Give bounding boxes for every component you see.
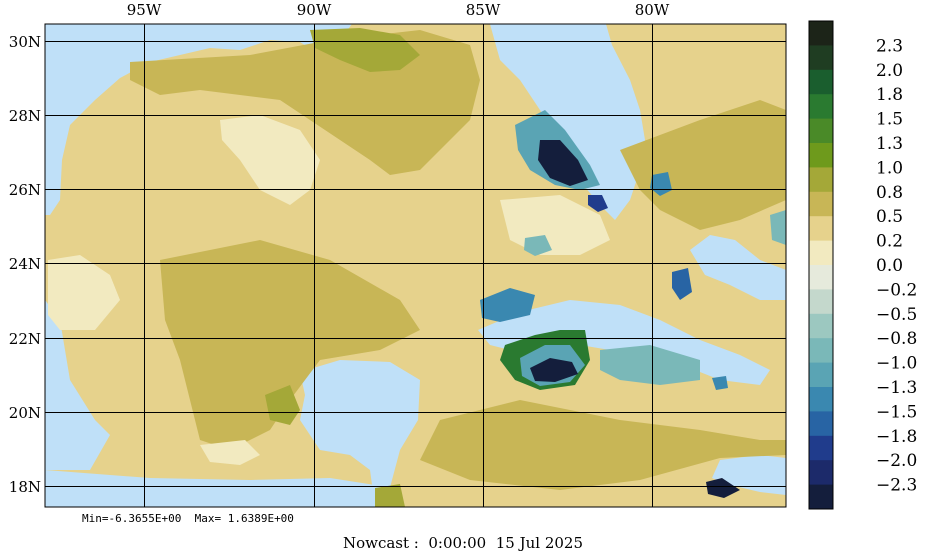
colorbar-swatch bbox=[809, 313, 833, 339]
land-yucatan bbox=[300, 360, 420, 507]
lon-label-95w: 95W bbox=[127, 1, 162, 19]
lat-label-24n: 24N bbox=[9, 255, 41, 273]
lon-label-85w: 85W bbox=[466, 1, 501, 19]
lat-label-22n: 22N bbox=[9, 330, 41, 348]
anomaly-gulf-east bbox=[524, 235, 552, 256]
field-patch-higher-2 bbox=[265, 385, 300, 425]
lat-label-20n: 20N bbox=[9, 404, 41, 422]
field-patch-low-2 bbox=[48, 255, 120, 330]
colorbar-label: −0.2 bbox=[876, 280, 917, 300]
colorbar-swatch bbox=[809, 216, 833, 242]
colorbar-swatch bbox=[809, 191, 833, 217]
lat-label-18n: 18N bbox=[9, 478, 41, 496]
lat-label-26n: 26N bbox=[9, 181, 41, 199]
lon-label-90w: 90W bbox=[297, 1, 332, 19]
colorbar-swatch bbox=[809, 118, 833, 144]
colorbar-swatch bbox=[809, 387, 833, 412]
colorbar-swatch bbox=[809, 45, 833, 71]
colorbar-swatch bbox=[809, 362, 833, 388]
anomaly-bahamas bbox=[672, 268, 692, 300]
min-max-stats: Min=-6.3655E+00 Max= 1.6389E+00 bbox=[82, 512, 294, 525]
colorbar-swatch bbox=[809, 484, 833, 510]
field-patch-high-4 bbox=[420, 400, 786, 490]
field-patch-high-3 bbox=[620, 100, 786, 230]
anomaly-florida-west-core bbox=[538, 140, 588, 186]
colorbar-label: −1.0 bbox=[876, 354, 917, 374]
colorbar-label: 0.5 bbox=[876, 207, 903, 227]
colorbar-swatch bbox=[809, 289, 833, 315]
colorbar-swatch bbox=[809, 411, 833, 437]
colorbar-label: −2.0 bbox=[876, 451, 917, 471]
colorbar-swatch bbox=[809, 338, 833, 364]
field-patch-low bbox=[220, 115, 320, 205]
map-frame bbox=[44, 23, 787, 508]
anomaly-jamaica bbox=[712, 376, 728, 390]
colorbar-swatch bbox=[809, 21, 833, 46]
min-value: Min=-6.3655E+00 bbox=[82, 512, 182, 525]
land-mexico-west bbox=[45, 300, 110, 470]
field-patch-higher bbox=[310, 28, 420, 72]
anomaly-florida-keys bbox=[588, 195, 608, 212]
lon-label-80w: 80W bbox=[635, 1, 670, 19]
land-florida bbox=[490, 24, 645, 220]
colorbar-label: −2.3 bbox=[876, 476, 917, 496]
colorbar-label: 1.8 bbox=[876, 85, 903, 105]
latitude-axis: 30N 28N 26N 24N 22N 20N 18N bbox=[9, 33, 41, 496]
lat-label-30n: 30N bbox=[9, 33, 41, 51]
colorbar-label: 1.0 bbox=[876, 158, 903, 178]
colorbar-swatch bbox=[809, 69, 833, 95]
colorbar-label: 0.2 bbox=[876, 232, 903, 252]
colorbar-swatch bbox=[809, 167, 833, 193]
field-patch-low-4 bbox=[200, 440, 260, 465]
lat-label-28n: 28N bbox=[9, 107, 41, 125]
nowcast-caption: Nowcast : 0:00:00 15 Jul 2025 bbox=[342, 534, 584, 552]
anomaly-west-cuba bbox=[480, 288, 535, 322]
max-value: Max= 1.6389E+00 bbox=[194, 512, 294, 525]
anomaly-cayman-east bbox=[600, 345, 700, 385]
land-central-america bbox=[45, 470, 375, 507]
land-bahamas bbox=[690, 235, 786, 300]
colorbar-label: −1.3 bbox=[876, 378, 917, 398]
map-plot-area bbox=[45, 24, 786, 507]
colorbar: 2.3 2.0 1.8 1.5 1.3 1.0 0.8 0.5 0.2 0.0 −0.2 −0.5 −0… bbox=[808, 20, 917, 510]
colorbar-swatch bbox=[809, 143, 833, 168]
colorbar-label: 2.3 bbox=[876, 36, 903, 56]
colorbar-swatch bbox=[809, 435, 833, 461]
colorbar-swatch bbox=[809, 265, 833, 290]
colorbar-label: 2.0 bbox=[876, 61, 903, 81]
colorbar-swatch bbox=[809, 94, 833, 120]
colorbar-label: −1.5 bbox=[876, 402, 917, 422]
graticule bbox=[45, 24, 786, 507]
colorbar-swatch bbox=[809, 240, 833, 266]
anomaly-hispaniola bbox=[706, 478, 740, 498]
colorbar-label: 0.0 bbox=[876, 256, 903, 276]
colorbar-label: 1.5 bbox=[876, 110, 903, 130]
colorbar-label: −0.8 bbox=[876, 329, 917, 349]
colorbar-swatch bbox=[809, 460, 833, 486]
field-patch-higher-3 bbox=[375, 484, 405, 507]
colorbar-label: −0.5 bbox=[876, 305, 917, 325]
colorbar-frame bbox=[808, 20, 834, 510]
colorbar-label: 1.3 bbox=[876, 134, 903, 154]
colorbar-label: 0.8 bbox=[876, 183, 903, 203]
land-us-gulf-coast bbox=[45, 24, 352, 215]
anomaly-bahamas-2 bbox=[770, 210, 786, 245]
longitude-axis: 95W 90W 85W 80W bbox=[127, 1, 670, 19]
anomaly-cuba-south-core bbox=[530, 358, 578, 382]
colorbar-label: −1.8 bbox=[876, 427, 917, 447]
field-patch-high-2 bbox=[160, 240, 420, 450]
